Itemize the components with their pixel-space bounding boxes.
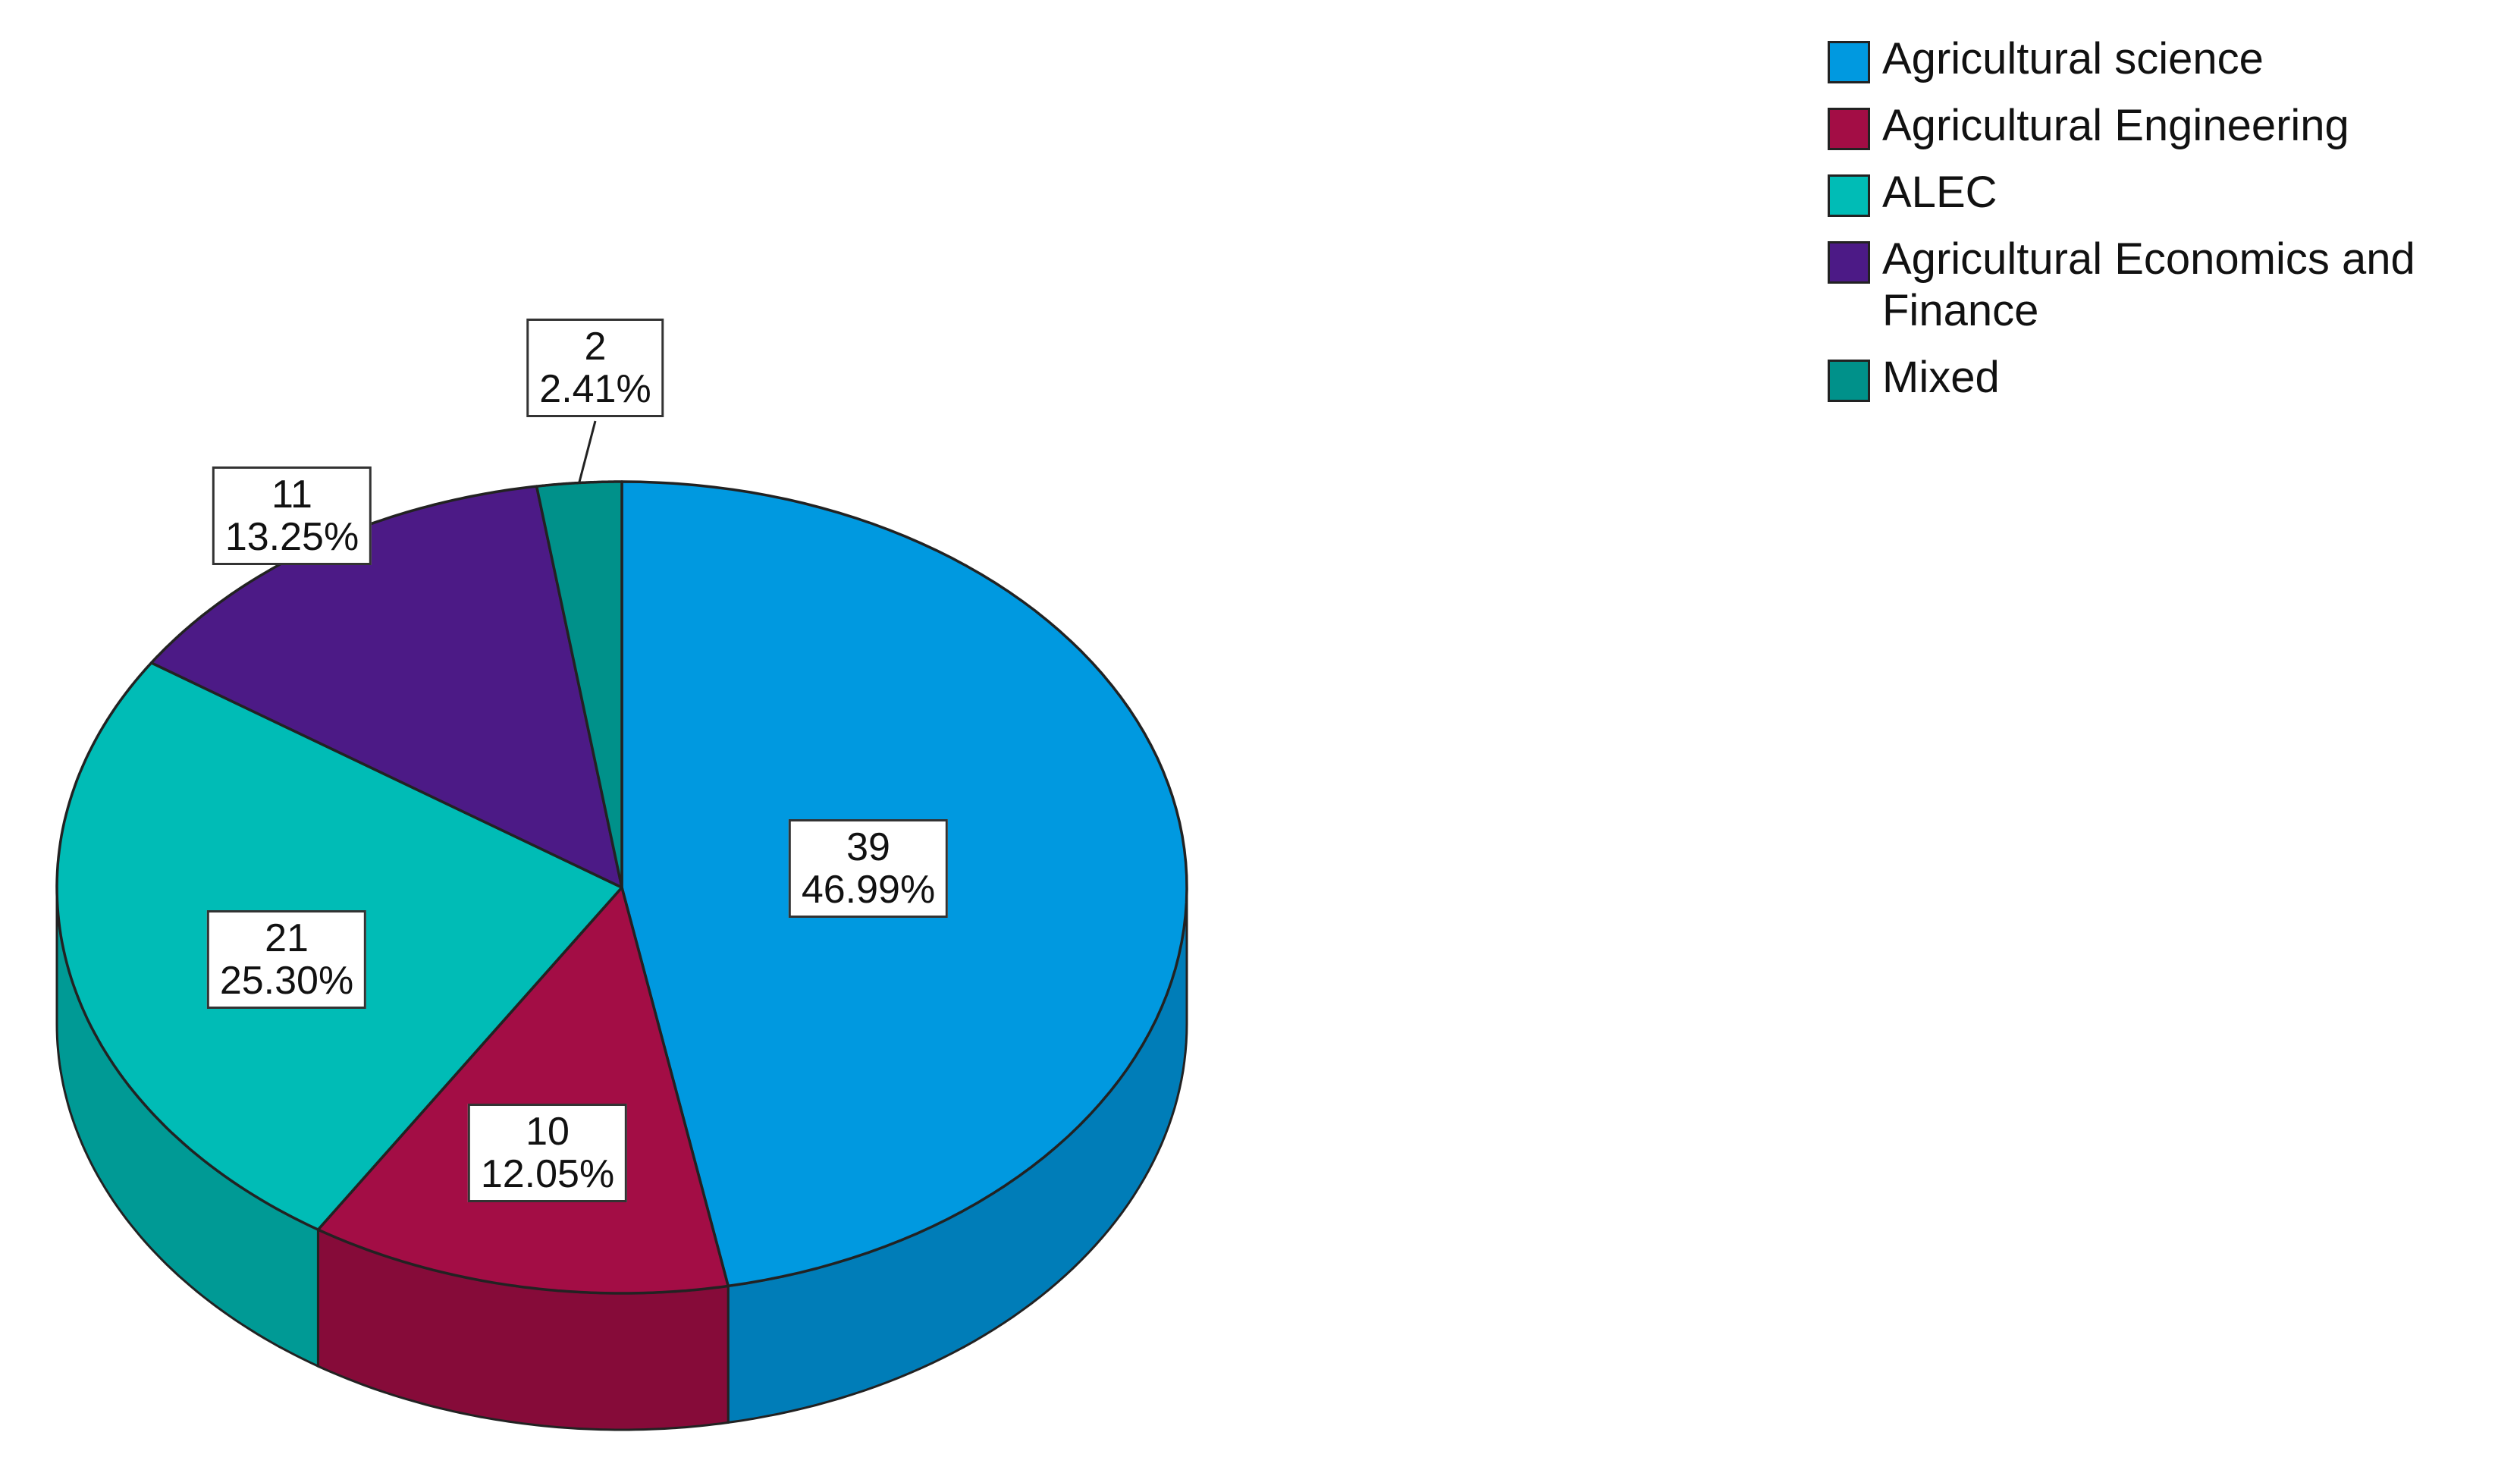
legend-label: Agricultural science xyxy=(1882,34,2264,83)
slice-label-2: 21 25.30% xyxy=(206,910,367,1009)
slice-value: 39 xyxy=(846,825,890,869)
slice-label-3: 11 13.25% xyxy=(212,466,372,565)
legend-item-alec: ALEC xyxy=(1828,167,2510,218)
legend-item-agricultural-science: Agricultural science xyxy=(1828,33,2510,85)
legend-item-agricultural-economics-and-finance: Agricultural Economics and Finance xyxy=(1828,234,2510,337)
chart-legend: Agricultural science Agricultural Engine… xyxy=(1828,33,2510,419)
slice-percent: 2.41% xyxy=(539,367,651,411)
slice-label-0: 39 46.99% xyxy=(788,819,949,918)
pie-side-walls xyxy=(55,887,1188,1431)
legend-swatch xyxy=(1828,360,1870,402)
slice-percent: 25.30% xyxy=(219,959,354,1003)
legend-swatch xyxy=(1828,174,1870,217)
slice-value: 11 xyxy=(271,473,312,517)
legend-swatch xyxy=(1828,41,1870,83)
slice-label-1: 10 12.05% xyxy=(467,1104,628,1202)
slice-percent: 12.05% xyxy=(480,1152,615,1196)
slice-value: 10 xyxy=(526,1110,570,1154)
legend-label: Agricultural Economics and Finance xyxy=(1882,234,2415,335)
slice-percent: 13.25% xyxy=(224,515,359,559)
legend-swatch xyxy=(1828,241,1870,284)
legend-item-mixed: Mixed xyxy=(1828,352,2510,404)
legend-swatch xyxy=(1828,108,1870,150)
slice-value: 2 xyxy=(584,325,607,369)
slice-label-4: 2 2.41% xyxy=(526,319,664,417)
legend-label: Agricultural Engineering xyxy=(1882,101,2349,150)
legend-item-agricultural-engineering: Agricultural Engineering xyxy=(1828,100,2510,152)
legend-label: Mixed xyxy=(1882,353,2000,402)
leader-line-4 xyxy=(578,420,597,483)
slice-value: 21 xyxy=(265,916,309,960)
slice-percent: 46.99% xyxy=(801,868,936,912)
legend-label: ALEC xyxy=(1882,168,1997,217)
